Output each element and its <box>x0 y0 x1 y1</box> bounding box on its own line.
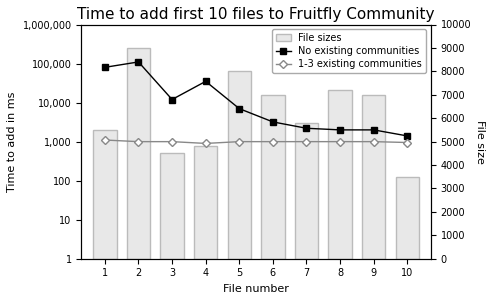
X-axis label: File number: File number <box>223 284 289 294</box>
Y-axis label: File size: File size <box>475 120 485 163</box>
Title: Time to add first 10 files to Fruitfly Community: Time to add first 10 files to Fruitfly C… <box>77 7 435 22</box>
Bar <box>295 123 318 259</box>
Bar <box>261 95 285 259</box>
Bar <box>160 153 184 259</box>
Bar <box>227 71 251 259</box>
Legend: File sizes, No existing communities, 1-3 existing communities: File sizes, No existing communities, 1-3… <box>272 29 426 73</box>
Y-axis label: Time to add in ms: Time to add in ms <box>7 92 17 192</box>
Bar <box>194 146 217 259</box>
Bar <box>93 130 117 259</box>
Bar <box>127 48 150 259</box>
Bar <box>396 177 419 259</box>
Bar <box>328 90 352 259</box>
Bar <box>362 95 385 259</box>
